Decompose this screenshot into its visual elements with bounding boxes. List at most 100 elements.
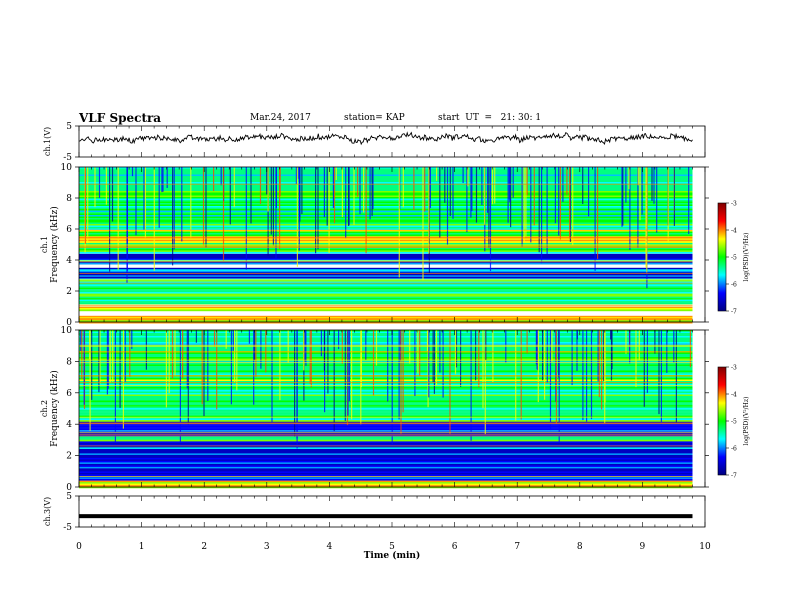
spectrogram-striation xyxy=(124,330,126,382)
spectrogram-striation xyxy=(253,330,255,405)
spectrogram-striation xyxy=(131,330,133,349)
spectrogram-band-row xyxy=(79,280,693,282)
x-tick-label: 9 xyxy=(640,542,646,552)
spectrogram-striation xyxy=(143,167,145,230)
spectrogram-band-row xyxy=(79,430,693,432)
spectrogram-striation xyxy=(168,330,170,394)
x-tick-label: 0 xyxy=(76,542,82,552)
spectrogram-striation xyxy=(341,167,343,217)
spectrogram-striation xyxy=(689,330,691,368)
spectrogram-band-row xyxy=(79,198,693,201)
spectrogram-striation xyxy=(126,167,128,271)
spectrogram-striation xyxy=(654,330,656,354)
spectrogram-band-row xyxy=(79,343,693,346)
spectrogram-band-row xyxy=(79,381,693,383)
spectrogram-striation xyxy=(409,330,411,364)
spectrogram-band-row xyxy=(79,233,693,235)
spectrogram-striation xyxy=(233,167,235,208)
spectrogram-striation xyxy=(172,167,174,266)
station-label: station= KAP xyxy=(344,113,405,123)
colorbar-tick-label: -7 xyxy=(731,309,737,316)
spectrogram-band-row xyxy=(79,188,693,190)
spectrogram-band-row xyxy=(79,302,693,305)
spectrogram-striation xyxy=(452,167,454,219)
spectrogram-striation xyxy=(328,167,330,253)
spectrogram-tone-line xyxy=(79,304,693,306)
spectrogram-band-row xyxy=(79,308,693,310)
spectrogram-striation xyxy=(275,167,277,260)
spectrogram-striation xyxy=(375,330,378,366)
spectrogram-striation xyxy=(604,330,606,424)
spectrogram-striation xyxy=(84,167,86,244)
spectrogram-striation xyxy=(413,167,415,210)
spectrogram-band-row xyxy=(79,189,693,192)
spectrogram-tone-line xyxy=(79,244,693,246)
spectrogram-band-row xyxy=(79,442,693,445)
spectrogram-striation xyxy=(326,167,328,226)
spectrogram-striation xyxy=(541,167,543,264)
spectrogram-band-row xyxy=(79,170,693,172)
y-axis-label-frequency: Frequency (kHz) xyxy=(49,370,60,447)
spectrogram-striation xyxy=(582,167,584,204)
spectrogram-band-row xyxy=(79,441,693,444)
spectrogram-striation xyxy=(526,167,528,196)
spectrogram-tone-line xyxy=(79,237,693,239)
spectrogram-band-row xyxy=(79,284,693,287)
spectrogram-striation xyxy=(571,330,573,386)
spectrogram-band-row xyxy=(79,339,693,341)
spectrogram-striation xyxy=(478,330,480,388)
spectrogram-striation xyxy=(555,330,557,424)
y-tick-label: 8 xyxy=(66,357,72,367)
spectrogram-striation xyxy=(80,330,82,351)
x-tick-label: 2 xyxy=(201,542,207,552)
spectrogram-striation xyxy=(230,330,232,405)
spectrogram-band-row xyxy=(79,358,693,361)
y-axis-label-channel: ch.2 xyxy=(40,400,49,417)
spectrogram-band-row xyxy=(79,179,693,181)
spectrogram-striation xyxy=(98,167,101,198)
spectrogram-band-row xyxy=(79,182,693,184)
x-tick-label: 6 xyxy=(452,542,458,552)
spectrogram-striation xyxy=(666,330,668,373)
spectrogram-striation xyxy=(317,167,319,250)
spectrogram-band-row xyxy=(79,231,693,234)
spectrogram-band-row xyxy=(79,270,693,273)
spectrogram-striation xyxy=(645,167,647,268)
spectrogram-striation xyxy=(296,330,298,439)
spectrogram-striation xyxy=(279,167,281,249)
spectrogram-band-row xyxy=(79,204,693,207)
spectrogram-striation xyxy=(279,330,281,401)
spectrogram-band-row xyxy=(79,194,693,196)
spectrogram-band-row xyxy=(79,406,693,409)
spectrogram-striation xyxy=(145,330,147,370)
spectrogram-striation xyxy=(622,167,624,226)
spectrogram-band-row xyxy=(79,363,693,365)
spectrogram-tone-line xyxy=(79,245,693,247)
spectrogram-band-row xyxy=(79,456,693,459)
spectrogram-striation xyxy=(359,167,361,215)
date-label: Mar.24, 2017 xyxy=(250,113,311,123)
spectrogram-striation xyxy=(171,330,174,379)
spectrogram-band-row xyxy=(79,436,693,439)
spectrogram-striation xyxy=(546,167,548,255)
spectrogram-striation xyxy=(576,330,578,371)
spectrogram-tone-line xyxy=(79,351,693,353)
spectrogram-striation xyxy=(305,330,307,366)
spectrogram-band-row xyxy=(79,463,693,466)
spectrogram-tone-line xyxy=(79,431,693,433)
spectrogram-striation xyxy=(610,330,613,381)
spectrogram-striation xyxy=(667,167,669,242)
spectrogram-striation xyxy=(166,167,168,188)
spectrogram-band-row xyxy=(79,354,693,356)
spectrogram-striation xyxy=(523,167,525,242)
spectrogram-band-row xyxy=(79,336,693,338)
spectrogram-striation xyxy=(225,330,227,349)
spectrogram-striation xyxy=(335,167,337,180)
spectrogram-striation xyxy=(460,330,462,387)
spectrogram-striation xyxy=(554,167,556,224)
spectrogram-striation xyxy=(187,330,189,425)
spectrogram-striation xyxy=(433,330,435,394)
y-axis-label-ch3: ch.3(V) xyxy=(43,497,52,526)
spectrogram-band-row xyxy=(79,486,693,489)
spectrogram-band-row xyxy=(79,292,693,294)
